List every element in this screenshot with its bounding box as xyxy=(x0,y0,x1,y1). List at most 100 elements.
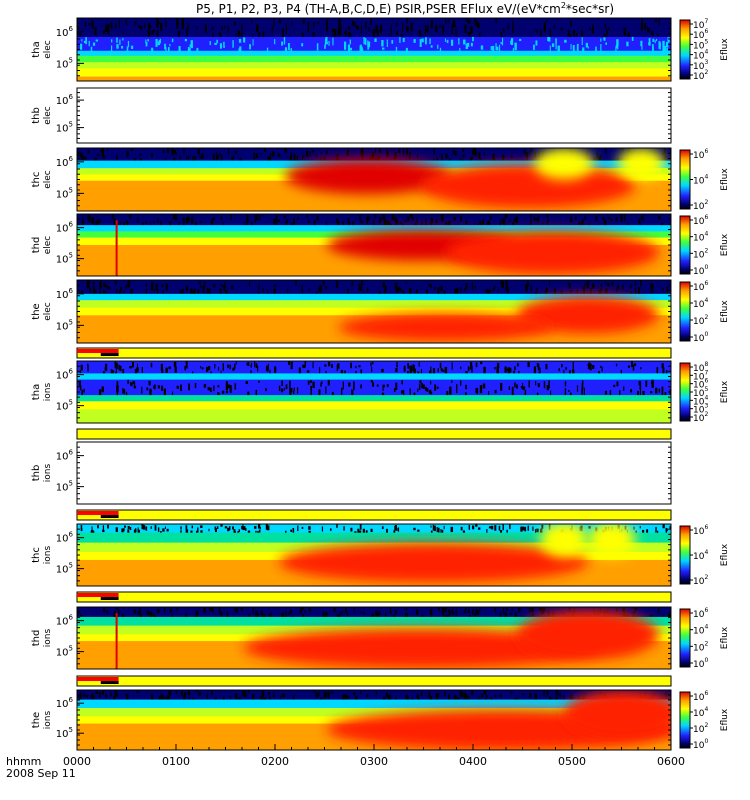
noise-streak xyxy=(231,285,234,290)
noise-streak xyxy=(421,383,424,389)
noise-streak xyxy=(376,384,379,387)
y-axis-label: tha xyxy=(31,384,42,400)
noise-streak xyxy=(479,220,481,227)
noise-streak xyxy=(80,692,82,696)
noise-streak xyxy=(530,284,532,292)
noise-streak xyxy=(543,22,546,33)
noise-streak xyxy=(342,221,344,227)
noise-streak xyxy=(245,381,249,384)
noise-streak xyxy=(81,156,84,161)
colorbar-scale xyxy=(679,281,691,342)
noise-streak xyxy=(408,151,411,160)
noise-streak xyxy=(640,280,642,287)
noise-streak xyxy=(535,40,538,46)
noise-streak xyxy=(93,288,96,296)
noise-streak xyxy=(116,385,119,393)
noise-streak xyxy=(524,389,527,399)
noise-streak xyxy=(307,22,310,32)
flag-bar-black-segment xyxy=(100,597,119,600)
noise-streak xyxy=(436,527,438,533)
noise-streak xyxy=(309,380,313,383)
noise-streak xyxy=(281,613,283,619)
noise-streak xyxy=(95,290,97,297)
noise-streak xyxy=(289,380,291,389)
noise-streak xyxy=(137,527,139,532)
noise-streak xyxy=(286,219,288,225)
noise-streak xyxy=(616,381,619,387)
flux-region xyxy=(284,158,452,194)
noise-streak xyxy=(85,157,87,160)
noise-streak xyxy=(320,157,322,163)
colorbar-scale xyxy=(679,525,691,585)
noise-streak xyxy=(389,611,392,614)
noise-streak xyxy=(176,385,179,389)
noise-streak xyxy=(171,391,174,396)
noise-streak xyxy=(306,214,308,218)
noise-streak xyxy=(83,40,86,44)
noise-streak xyxy=(160,693,162,700)
noise-streak xyxy=(662,524,665,529)
noise-streak xyxy=(514,612,518,618)
noise-streak xyxy=(371,614,373,619)
noise-streak xyxy=(170,608,172,611)
noise-streak xyxy=(288,611,290,616)
noise-streak xyxy=(492,45,495,52)
noise-streak xyxy=(662,40,665,46)
noise-streak xyxy=(92,694,95,699)
noise-streak xyxy=(384,613,387,616)
noise-streak xyxy=(302,613,304,617)
noise-streak xyxy=(575,216,577,220)
noise-streak xyxy=(669,525,671,530)
noise-streak xyxy=(115,527,118,532)
noise-streak xyxy=(350,362,352,369)
noise-streak xyxy=(155,39,158,47)
noise-streak xyxy=(507,23,509,30)
noise-streak xyxy=(165,20,167,27)
noise-streak xyxy=(441,154,443,162)
noise-streak xyxy=(401,382,404,385)
colorbar-tick-label: 105 xyxy=(693,38,708,51)
noise-streak xyxy=(163,388,166,397)
noise-streak xyxy=(293,218,296,226)
noise-streak xyxy=(256,365,259,372)
y-tick-label: 106 xyxy=(56,221,74,235)
noise-streak xyxy=(338,19,341,26)
noise-streak xyxy=(620,214,623,222)
noise-streak xyxy=(435,24,438,33)
noise-streak xyxy=(205,367,209,372)
noise-streak xyxy=(273,284,277,288)
noise-streak xyxy=(416,218,418,224)
noise-streak xyxy=(623,27,626,36)
x-header-label: hhmm xyxy=(6,755,41,768)
noise-streak xyxy=(151,30,154,35)
noise-streak xyxy=(646,26,648,32)
noise-streak xyxy=(313,22,316,25)
noise-streak xyxy=(475,524,478,527)
noise-streak xyxy=(308,607,312,612)
noise-streak xyxy=(640,22,644,31)
noise-streak xyxy=(199,366,202,369)
noise-streak xyxy=(157,41,160,46)
noise-streak xyxy=(534,529,536,534)
noise-streak xyxy=(126,151,129,157)
noise-streak xyxy=(347,44,351,53)
noise-streak xyxy=(327,379,330,386)
y-axis-label: the xyxy=(31,303,42,319)
noise-streak xyxy=(382,384,384,391)
noise-streak xyxy=(568,370,572,375)
noise-streak xyxy=(360,44,362,48)
noise-streak xyxy=(486,222,488,228)
noise-streak xyxy=(318,286,320,292)
noise-streak xyxy=(500,32,503,40)
noise-streak xyxy=(658,18,660,26)
noise-streak xyxy=(98,389,102,398)
noise-streak xyxy=(374,148,377,154)
noise-streak xyxy=(482,383,486,389)
noise-streak xyxy=(664,692,667,698)
noise-streak xyxy=(393,388,396,393)
noise-streak xyxy=(622,284,624,290)
y-tick-label: 105 xyxy=(56,645,73,659)
noise-streak xyxy=(422,384,425,390)
noise-streak xyxy=(451,608,454,615)
